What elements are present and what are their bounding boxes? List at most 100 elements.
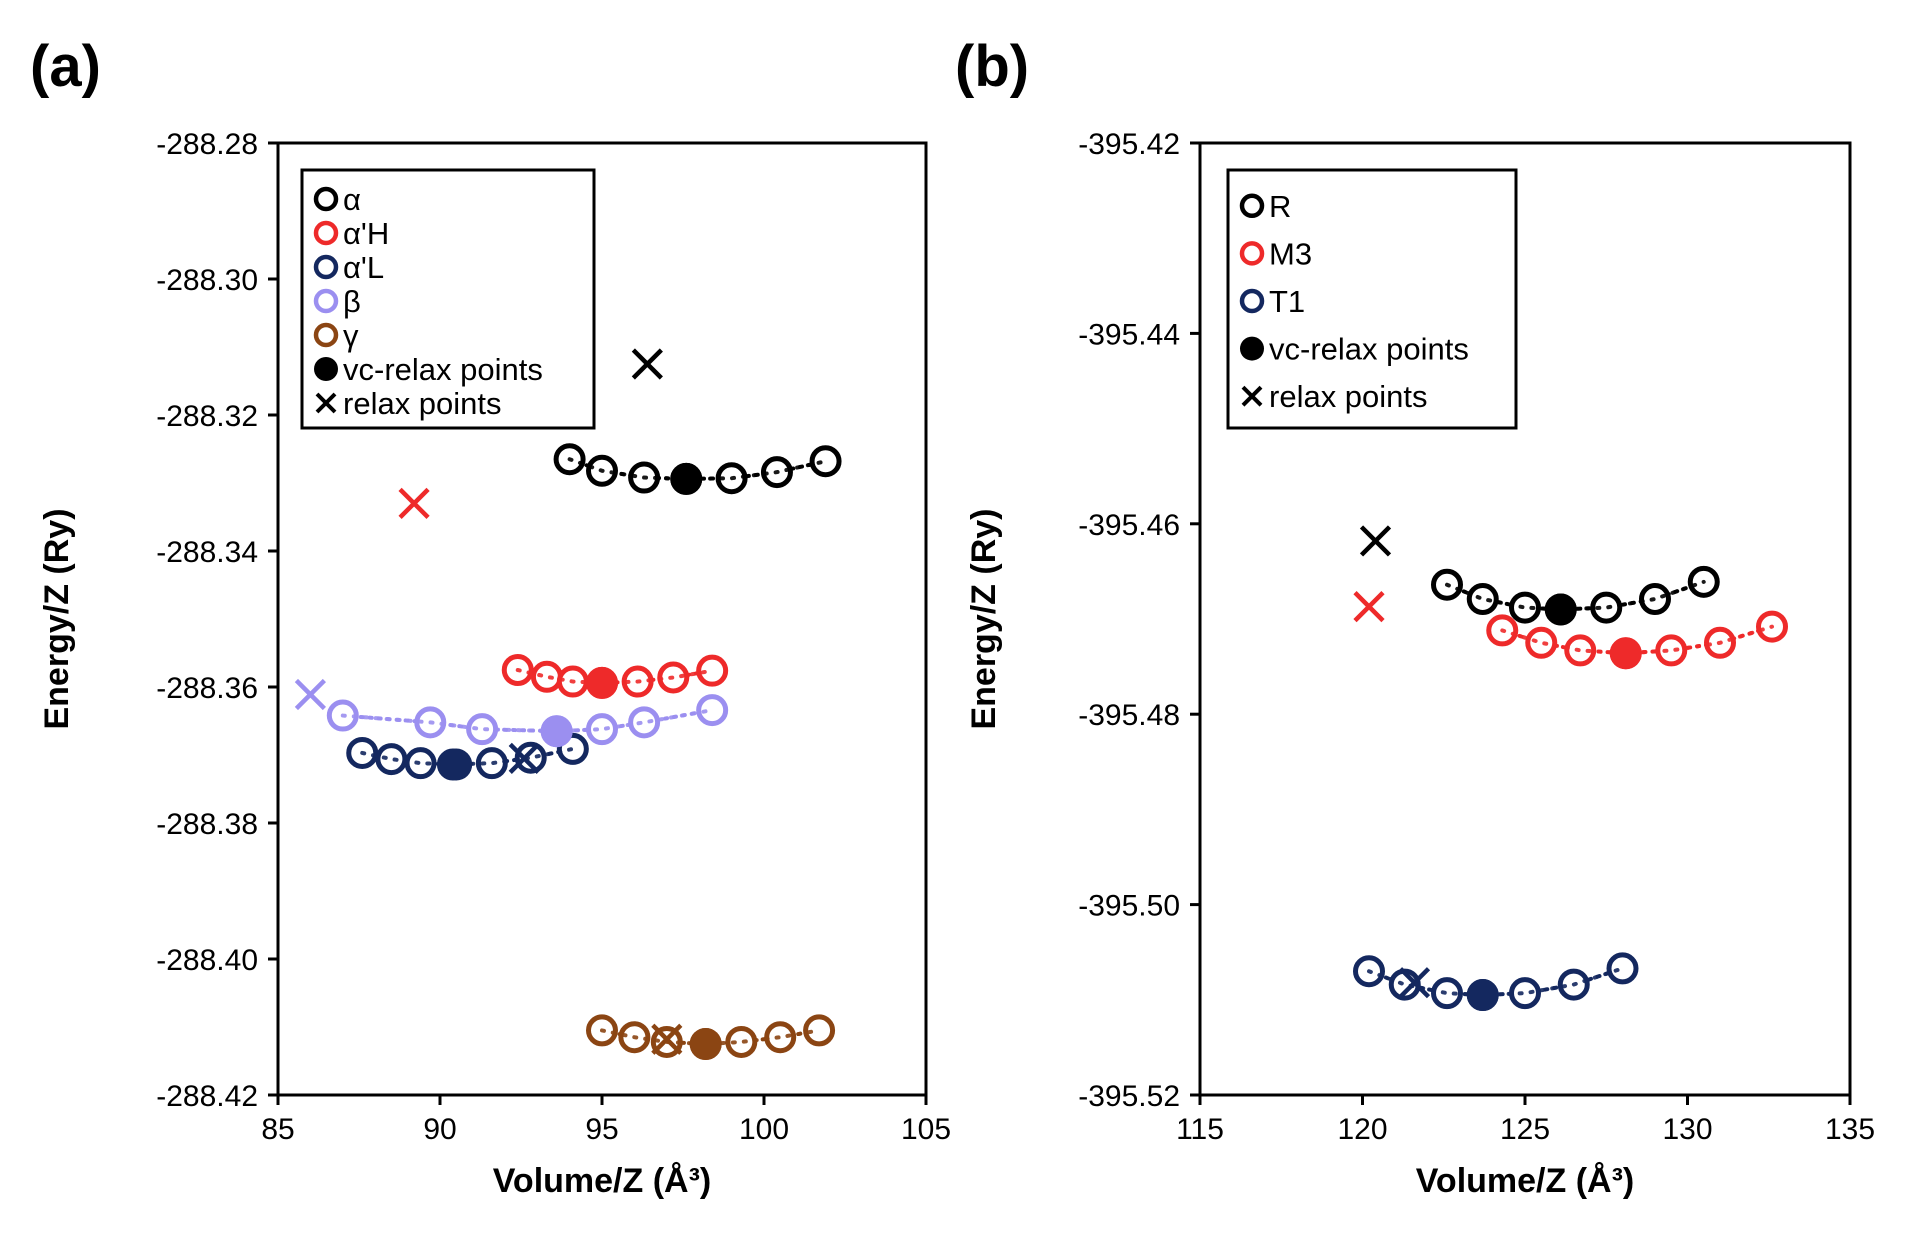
legend-label-r: R: [1269, 189, 1291, 224]
y-tick-label: -288.32: [156, 400, 258, 433]
legend-label-relax-points: relax points: [343, 386, 502, 421]
series-t1: [1353, 952, 1639, 1012]
y-tick-label: -395.42: [1078, 128, 1180, 161]
vc-relax-point: [1466, 979, 1499, 1012]
y-tick-label: -288.40: [156, 944, 258, 977]
data-point: [1525, 626, 1558, 659]
legend-marker-circle: [1239, 288, 1265, 314]
relax-point-stroke-2: [398, 487, 430, 519]
data-point: [375, 743, 408, 776]
y-axis-title: Energy/Z (Ry): [965, 508, 1003, 729]
legend-marker-t1: [1239, 288, 1265, 314]
relax-point: [631, 348, 663, 380]
legend: R M3 T1 vc-relax points relax points: [1226, 168, 1518, 430]
legend-marker-dot: [1240, 336, 1264, 361]
panel-label: (b): [955, 34, 1029, 99]
legend-label-alpha-primel: α'L: [343, 250, 384, 285]
data-point: [1509, 591, 1541, 624]
y-tick-label: -288.36: [156, 672, 258, 705]
legend-marker-circle: [313, 186, 339, 212]
x-tick-label: 120: [1337, 1113, 1387, 1146]
legend-marker-circle: [1239, 193, 1265, 219]
legend-marker-m3: [1239, 241, 1265, 266]
data-point: [696, 694, 729, 727]
panel-b: (b) 115 120 125 130 135 -395.42 -395.44 -395.46 -…: [955, 34, 1875, 1200]
x-tick-label: 85: [261, 1113, 294, 1146]
vc-relax-point: [670, 462, 703, 495]
legend-label-relax-points: relax points: [1269, 379, 1428, 414]
data-point: [1655, 634, 1688, 667]
legend-box: [300, 168, 596, 430]
legend-marker-stroke-2: [315, 392, 337, 414]
y-axis-title: Energy/Z (Ry): [38, 508, 76, 729]
legend-label-t1: T1: [1269, 284, 1305, 319]
x-tick-label: 105: [901, 1113, 951, 1146]
vc-relax-point: [1609, 637, 1642, 670]
x-tick-label: 115: [1176, 1113, 1224, 1146]
legend-label-vc-relax-points: vc-relax points: [343, 352, 543, 387]
series-alpha-primeh: [398, 487, 729, 699]
data-point: [1431, 977, 1463, 1010]
relax-point: [1359, 525, 1392, 557]
legend-label-beta: β: [343, 284, 361, 319]
data-point: [1606, 952, 1639, 985]
series-m3: [1353, 591, 1788, 670]
data-point: [586, 713, 618, 746]
legend-marker-gamma: [313, 322, 339, 348]
legend-marker-circle: [313, 220, 339, 246]
trend-line-overlay: [600, 1028, 822, 1047]
legend-marker-vc-relax-points: [314, 357, 338, 381]
relax-point: [1398, 967, 1431, 999]
y-tick-label: -288.38: [156, 808, 258, 841]
x-tick-label: 130: [1662, 1113, 1712, 1146]
trend-line-overlay: [515, 668, 715, 685]
data-point: [809, 445, 842, 478]
relax-point: [651, 1023, 683, 1055]
data-point: [1590, 591, 1623, 624]
relax-point: [1353, 591, 1385, 623]
vc-relax-point: [1544, 593, 1577, 626]
y-tick-label: -395.50: [1078, 890, 1180, 923]
legend-marker-relax-points: [315, 392, 337, 414]
y-tick-label: -288.42: [156, 1080, 258, 1113]
y-tick-label: -395.48: [1078, 699, 1180, 732]
legend-label-gamma: γ: [343, 318, 359, 353]
panel-label: (a): [30, 34, 101, 99]
data-point: [1509, 977, 1541, 1010]
relax-point-stroke-2: [1359, 525, 1392, 557]
x-tick-label: 95: [585, 1113, 618, 1146]
legend-label-alpha: α: [343, 182, 361, 217]
y-tick-label: -395.52: [1078, 1080, 1180, 1113]
x-axis-title: Volume/Z (Å³): [493, 1162, 711, 1200]
vc-relax-point: [540, 715, 573, 748]
data-point: [628, 706, 661, 739]
x-tick-label: 90: [423, 1113, 456, 1146]
legend-marker-r: [1239, 193, 1265, 219]
legend-marker-circle: [313, 322, 339, 348]
panel-a: (a) 85 90 95 100 105 -288.28 -288.30 -288.32 -288…: [30, 34, 951, 1200]
legend-box: [1226, 168, 1518, 430]
legend-label-m3: M3: [1269, 236, 1312, 271]
legend-marker-dot: [314, 357, 338, 381]
legend-marker-beta: [313, 288, 339, 314]
legend-marker-alpha-primel: [313, 254, 339, 280]
data-point: [530, 660, 563, 693]
relax-point: [294, 678, 326, 711]
relax-point-stroke-2: [1353, 591, 1385, 623]
x-tick-label: 125: [1500, 1113, 1550, 1146]
legend-marker-alpha-primeh: [313, 220, 339, 246]
y-tick-label: -288.28: [156, 128, 258, 161]
series-alpha: [553, 348, 842, 495]
relax-point: [398, 487, 430, 519]
vc-relax-point: [586, 666, 618, 699]
relax-point-stroke-2: [294, 678, 326, 711]
legend-marker-relax-points: [1241, 385, 1263, 407]
legend-label-vc-relax-points: vc-relax points: [1269, 332, 1469, 367]
series-alpha-primel: [346, 732, 589, 781]
vc-relax-point: [689, 1028, 722, 1060]
vc-relax-point: [440, 748, 473, 781]
y-tick-label: -288.34: [156, 536, 258, 569]
legend-marker-circle: [1239, 241, 1265, 266]
relax-point-stroke-2: [651, 1023, 683, 1055]
